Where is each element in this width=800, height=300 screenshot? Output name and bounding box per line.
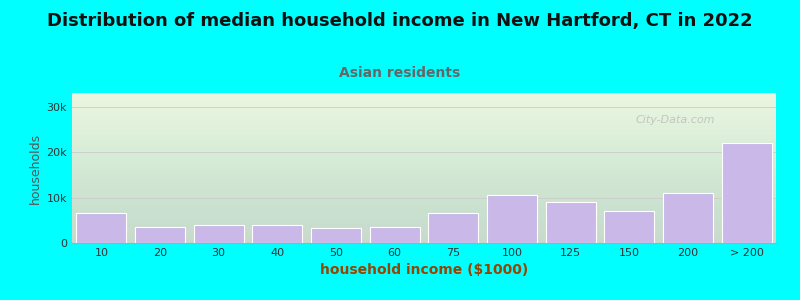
Bar [194,225,243,243]
Y-axis label: households: households [30,132,42,204]
Text: Distribution of median household income in New Hartford, CT in 2022: Distribution of median household income … [47,12,753,30]
Bar [663,193,713,243]
X-axis label: household income ($1000): household income ($1000) [320,263,528,278]
Bar [135,227,185,243]
Bar [77,214,126,243]
Bar [487,195,537,243]
Bar [546,202,595,243]
Bar [311,228,361,243]
Text: Asian residents: Asian residents [339,66,461,80]
Text: City-Data.com: City-Data.com [635,115,714,125]
Bar [605,211,654,243]
Bar [253,225,302,243]
Bar [722,143,771,243]
Bar [429,214,478,243]
Bar [370,227,419,243]
